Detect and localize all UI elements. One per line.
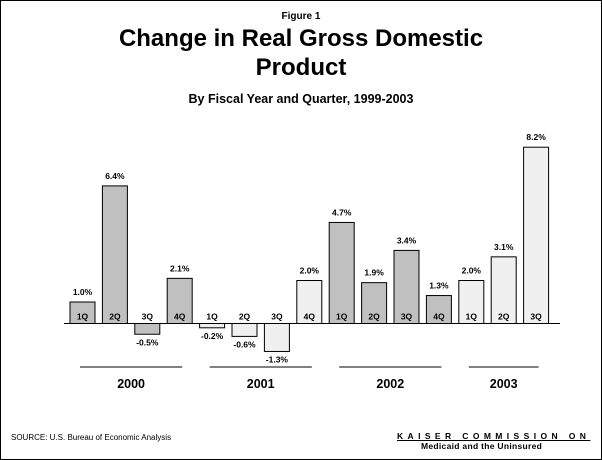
quarter-label-2000-2Q: 2Q — [109, 312, 121, 322]
bar-2000-3Q — [134, 323, 161, 335]
quarter-label-2001-2Q: 2Q — [239, 312, 251, 322]
bar-2000-4Q — [166, 277, 193, 325]
value-label-2000-3Q: -0.5% — [136, 337, 159, 347]
chart-subtitle: By Fiscal Year and Quarter, 1999-2003 — [188, 92, 414, 106]
chart-title-line-2: Product — [255, 54, 347, 81]
value-label-2001-2Q: -0.6% — [233, 339, 256, 349]
quarter-label-2002-4Q: 4Q — [433, 312, 445, 322]
bar-2003-2Q — [490, 256, 517, 325]
year-label-2003: 2003 — [490, 377, 518, 391]
bar-2002-1Q — [328, 221, 355, 324]
bar-2001-3Q — [263, 323, 290, 352]
quarter-label-2003-1Q: 1Q — [466, 312, 478, 322]
quarter-label-2002-1Q: 1Q — [336, 312, 348, 322]
bar-2001-1Q — [199, 323, 226, 329]
chart-title-line-1: Change in Real Gross Domestic — [118, 25, 484, 52]
value-label-2002-1Q: 4.7% — [332, 207, 352, 217]
logo-line-2: Medicaid and the Uninsured — [421, 441, 543, 451]
quarter-label-2001-1Q: 1Q — [206, 312, 218, 322]
bar-2003-3Q — [523, 146, 550, 324]
quarter-label-2000-1Q: 1Q — [77, 312, 89, 322]
logo-line-1: KAISER COMMISSION ON — [397, 431, 591, 441]
quarter-label-2002-3Q: 3Q — [401, 312, 413, 322]
value-label-2001-3Q: -1.3% — [266, 354, 289, 364]
value-label-2000-1Q: 1.0% — [73, 287, 93, 297]
value-label-2002-2Q: 1.9% — [364, 268, 384, 278]
value-label-2003-2Q: 3.1% — [494, 242, 514, 252]
value-label-2002-3Q: 3.4% — [397, 235, 417, 245]
quarter-label-2003-3Q: 3Q — [530, 312, 542, 322]
value-label-2001-1Q: -0.2% — [201, 331, 224, 341]
bar-2003-1Q — [458, 280, 485, 324]
value-label-2000-2Q: 6.4% — [105, 171, 125, 181]
quarter-label-2001-3Q: 3Q — [271, 312, 283, 322]
quarter-label-2000-4Q: 4Q — [174, 312, 186, 322]
quarter-label-2002-2Q: 2Q — [368, 312, 380, 322]
figure-label: Figure 1 — [281, 11, 321, 22]
chart-title: Change in Real Gross Domestic Product — [0, 24, 602, 82]
value-label-2001-4Q: 2.0% — [300, 266, 320, 276]
year-label-2000: 2000 — [117, 377, 145, 391]
bar-2002-3Q — [393, 249, 420, 324]
value-label-2002-4Q: 1.3% — [429, 281, 449, 291]
year-label-2001: 2001 — [247, 377, 275, 391]
source-note: SOURCE: U.S. Bureau of Economic Analysis — [11, 433, 172, 442]
quarter-label-2001-4Q: 4Q — [304, 312, 316, 322]
bar-2000-2Q — [101, 185, 128, 324]
value-label-2003-3Q: 8.2% — [526, 132, 546, 142]
value-label-2000-4Q: 2.1% — [170, 263, 190, 273]
bar-2001-2Q — [231, 323, 258, 337]
quarter-label-2003-2Q: 2Q — [498, 312, 510, 322]
kaiser-logo: KAISER COMMISSION ON Medicaid and the Un… — [397, 431, 602, 451]
value-label-2003-1Q: 2.0% — [462, 266, 482, 276]
quarter-label-2000-3Q: 3Q — [142, 312, 154, 322]
year-label-2002: 2002 — [376, 377, 404, 391]
